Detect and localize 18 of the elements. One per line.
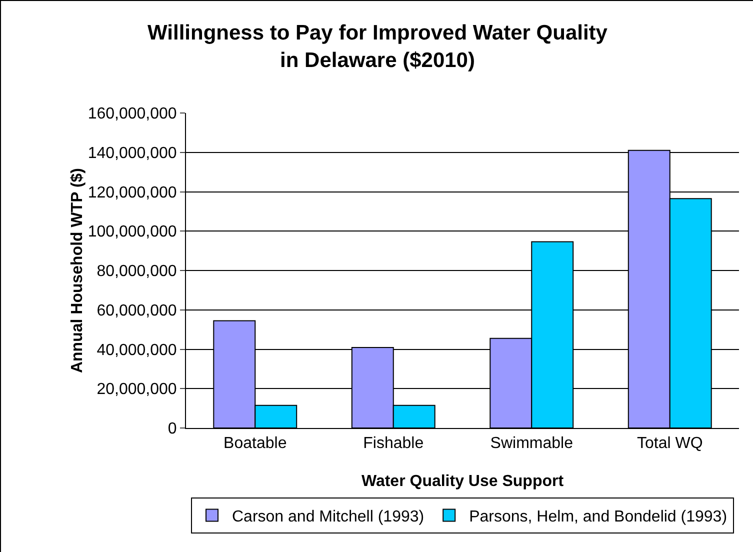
y-tick-label: 120,000,000 [88, 184, 177, 202]
y-tick-label: 100,000,000 [88, 224, 177, 241]
y-tick-label: 0 [168, 420, 177, 438]
y-tick-label: 80,000,000 [96, 263, 177, 280]
x-tick-label: Fishable [363, 435, 424, 452]
chart-title: Willingness to Pay for Improved Water Quality in Delaware ($2010) [148, 22, 608, 72]
legend-label: Parsons, Helm, and Bondelid (1993) [469, 508, 728, 526]
y-tick-label: 160,000,000 [88, 106, 177, 123]
legend-label: Carson and Mitchell (1993) [232, 508, 424, 526]
y-tick-label: 60,000,000 [96, 302, 177, 320]
y-tick-label: 40,000,000 [96, 342, 177, 359]
x-tick-label: Boatable [224, 435, 287, 452]
x-axis-title: Water Quality Use Support [361, 473, 564, 490]
x-tick-label: Swimmable [490, 435, 574, 452]
y-tick-label: 20,000,000 [96, 381, 177, 398]
y-axis-title: Annual Household WTP ($) [68, 168, 86, 374]
x-tick-label: Total WQ [636, 435, 703, 452]
y-tick-label: 140,000,000 [88, 144, 177, 162]
